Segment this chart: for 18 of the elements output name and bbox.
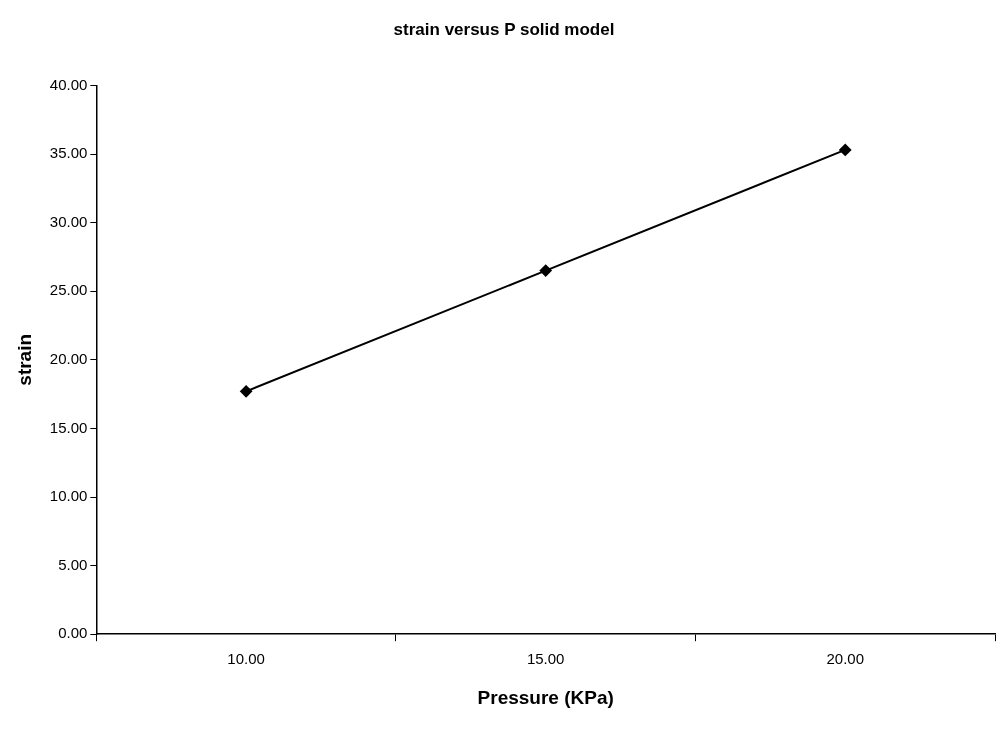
point bbox=[839, 143, 852, 156]
x-tick-label: 20.00 bbox=[826, 650, 864, 668]
y-tick-label: 20.00 bbox=[49, 349, 88, 367]
y-tick-label: 25.00 bbox=[49, 281, 88, 299]
y-tick-label: 15.00 bbox=[49, 418, 88, 436]
point bbox=[539, 264, 552, 277]
y-tick-label: 0.00 bbox=[58, 624, 88, 642]
point bbox=[240, 385, 253, 398]
y-tick-label: 30.00 bbox=[49, 212, 88, 230]
y-tick-label: 10.00 bbox=[49, 487, 88, 505]
x-axis-title: Pressure (KPa) bbox=[477, 686, 614, 708]
y-axis-title: strain bbox=[13, 333, 35, 386]
y-tick-label: 35.00 bbox=[49, 144, 88, 162]
chart-title: strain versus P solid model bbox=[393, 19, 615, 39]
y-tick-label: 5.00 bbox=[58, 555, 88, 573]
x-tick-label: 15.00 bbox=[526, 650, 565, 668]
x-tick-label: 10.00 bbox=[227, 650, 265, 668]
y-tick-label: 40.00 bbox=[49, 75, 88, 93]
